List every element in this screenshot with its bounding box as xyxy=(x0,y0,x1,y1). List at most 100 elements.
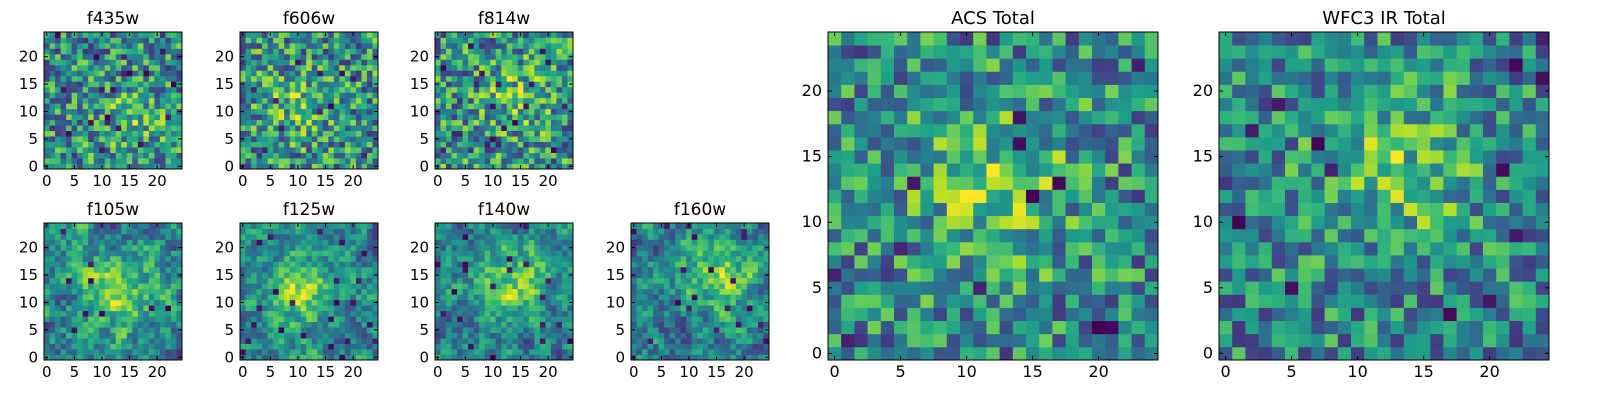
heatmap-cell xyxy=(350,42,357,49)
heatmap-cell xyxy=(66,136,72,142)
heatmap-cell xyxy=(339,81,346,88)
heatmap-cell xyxy=(344,163,351,170)
heatmap-cell xyxy=(170,75,177,82)
heatmap-cell xyxy=(115,310,122,317)
heatmap-cell xyxy=(556,86,563,93)
heatmap-cell xyxy=(311,294,318,301)
heatmap-cell xyxy=(675,266,682,273)
heatmap-cell xyxy=(490,130,497,137)
heatmap-cell xyxy=(126,255,133,262)
heatmap-cell xyxy=(719,321,726,328)
heatmap-cell xyxy=(317,53,324,60)
heatmap-cell xyxy=(77,92,84,99)
heatmap-cell xyxy=(132,147,139,153)
heatmap-cell xyxy=(647,343,654,350)
heatmap-cell xyxy=(446,223,452,229)
heatmap-cell xyxy=(933,268,948,282)
heatmap-cell xyxy=(462,141,469,148)
heatmap-cell xyxy=(300,327,307,333)
heatmap-cell xyxy=(126,37,133,44)
heatmap-cell xyxy=(256,310,263,317)
heatmap-cell xyxy=(495,332,502,339)
heatmap-cell xyxy=(361,316,368,323)
heatmap-cell xyxy=(479,97,486,104)
heatmap-cell xyxy=(355,250,362,257)
heatmap-cell xyxy=(165,92,172,99)
heatmap-cell xyxy=(55,299,61,306)
heatmap-cell xyxy=(506,130,513,137)
heatmap-cell xyxy=(675,228,682,235)
heatmap-cell xyxy=(462,321,469,328)
heatmap-cell xyxy=(333,305,340,312)
heatmap-cell xyxy=(88,223,95,229)
heatmap-cell xyxy=(512,86,519,93)
heatmap-cell xyxy=(550,136,557,142)
heatmap-cell xyxy=(267,37,274,44)
heatmap-cell xyxy=(457,283,463,290)
heatmap-cell xyxy=(170,321,177,328)
heatmap-cell xyxy=(708,228,715,235)
heatmap-cell xyxy=(451,59,458,66)
heatmap-cell xyxy=(93,130,100,137)
heatmap-cell xyxy=(256,299,263,306)
heatmap-cell xyxy=(757,266,764,273)
heatmap-cell xyxy=(49,32,56,38)
heatmap-cell xyxy=(440,136,447,142)
heatmap-cell xyxy=(567,119,574,126)
heatmap-cell xyxy=(344,125,351,132)
heatmap-cell xyxy=(664,354,671,361)
heatmap-cell xyxy=(284,152,291,159)
heatmap-cell xyxy=(132,119,139,126)
heatmap-cell xyxy=(66,97,72,104)
heatmap-cell xyxy=(344,299,351,306)
heatmap-cell xyxy=(664,332,671,339)
heatmap-cell xyxy=(71,86,78,93)
heatmap-cell xyxy=(262,294,268,301)
heatmap-cell xyxy=(724,239,731,246)
heatmap-cell xyxy=(468,299,475,306)
heatmap-cell xyxy=(894,320,908,335)
heatmap-cell xyxy=(986,281,1000,295)
heatmap-cell xyxy=(240,338,246,344)
heatmap-cell xyxy=(289,233,296,240)
heatmap-cell xyxy=(473,239,480,246)
heatmap-cell xyxy=(495,255,502,262)
heatmap-cell xyxy=(60,332,67,339)
heatmap-cell xyxy=(159,48,166,55)
heatmap-cell xyxy=(550,48,557,55)
heatmap-cell xyxy=(675,354,682,361)
heatmap-cell xyxy=(115,136,122,142)
heatmap-cell xyxy=(240,261,246,268)
heatmap-cell xyxy=(317,147,324,153)
heatmap-cell xyxy=(658,299,665,306)
heatmap-cell xyxy=(545,321,552,328)
heatmap-cell xyxy=(300,119,307,126)
heatmap-cell xyxy=(55,321,61,328)
heatmap-cell xyxy=(484,321,491,328)
heatmap-cell xyxy=(841,294,855,308)
heatmap-cell xyxy=(479,354,486,361)
heatmap-cell xyxy=(440,81,447,88)
heatmap-cell xyxy=(44,97,50,104)
heatmap-cell xyxy=(49,125,56,132)
heatmap-cell xyxy=(300,75,307,82)
heatmap-cell xyxy=(165,70,172,77)
x-tick-label: 10 xyxy=(288,363,307,381)
heatmap-cell xyxy=(126,130,133,137)
heatmap-cell xyxy=(561,299,568,306)
heatmap-cell xyxy=(517,288,524,295)
heatmap-cell xyxy=(636,277,643,284)
heatmap-cell xyxy=(306,86,313,93)
heatmap-cell xyxy=(295,233,302,240)
heatmap-cell xyxy=(462,228,469,235)
heatmap-cell xyxy=(77,147,84,153)
heatmap-cell xyxy=(245,250,252,257)
heatmap-cell xyxy=(251,136,257,142)
heatmap-cell xyxy=(256,239,263,246)
heatmap-cell xyxy=(468,130,475,137)
heatmap-cell xyxy=(724,244,731,251)
heatmap-cell xyxy=(137,75,144,82)
heatmap-cell xyxy=(1026,333,1040,348)
heatmap-cell xyxy=(746,310,753,317)
heatmap-cell xyxy=(82,108,89,115)
